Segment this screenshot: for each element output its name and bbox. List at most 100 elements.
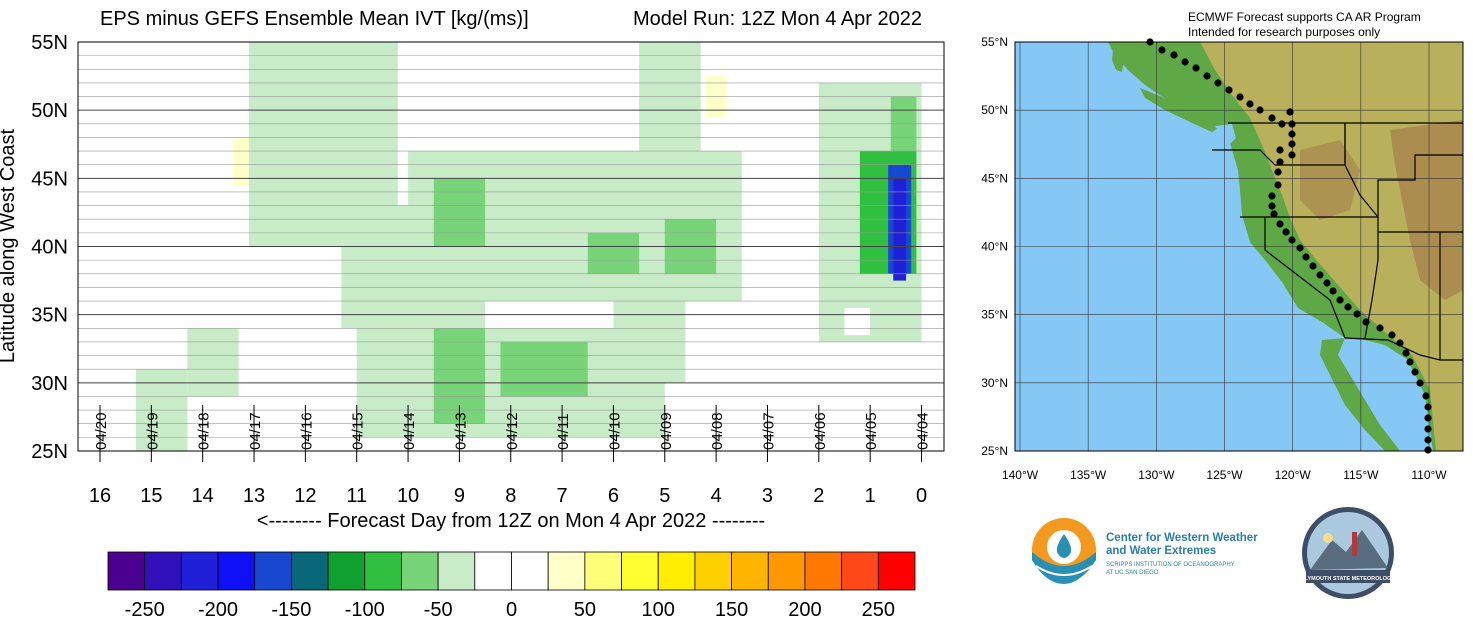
x-tick-label: 13 xyxy=(243,485,265,507)
colorbar-swatch xyxy=(511,551,549,591)
heatmap-region-12 xyxy=(639,42,701,192)
coast-point xyxy=(1268,192,1276,200)
colorbar-tick-label: 250 xyxy=(862,599,895,621)
coast-point xyxy=(1276,220,1284,228)
coast-point xyxy=(1316,271,1324,279)
heatmap-region-20 xyxy=(233,137,249,186)
heatmap-region-22 xyxy=(788,62,809,83)
date-tick-label: 04/13 xyxy=(452,412,469,450)
coast-point xyxy=(1406,358,1414,366)
x-tick-label: 8 xyxy=(505,485,516,507)
coast-point xyxy=(1158,46,1166,54)
y-tick-label: 50N xyxy=(31,100,68,122)
map-lat-label: 25°N xyxy=(981,444,1008,458)
coast-point xyxy=(1288,130,1296,138)
coast-point xyxy=(1274,181,1282,189)
x-tick-label: 12 xyxy=(294,485,316,507)
colorbar-swatch xyxy=(694,551,732,591)
psu-logo-text: PLYMOUTH STATE METEOROLOGY xyxy=(1301,576,1395,582)
x-axis-label: <-------- Forecast Day from 12Z on Mon 4… xyxy=(257,510,765,532)
puget-sound xyxy=(1215,124,1236,146)
coast-point xyxy=(1288,140,1296,148)
coast-point xyxy=(1353,310,1361,318)
coast-point xyxy=(1268,202,1276,210)
or-ca-nv-border xyxy=(1240,154,1463,218)
colorbar-swatch xyxy=(877,551,916,591)
colorbar-swatch xyxy=(144,551,182,591)
x-tick-label: 3 xyxy=(762,485,773,507)
heatmap-region-1 xyxy=(187,328,239,397)
gulf-of-california xyxy=(1338,338,1433,451)
y-tick-label: 30N xyxy=(31,373,68,395)
coast-point xyxy=(1424,425,1432,433)
colorbar-swatch xyxy=(657,551,696,591)
state-borders xyxy=(1212,122,1463,361)
coast-point xyxy=(1214,79,1222,87)
x-tick-label: 14 xyxy=(192,485,214,507)
coast-point xyxy=(1388,331,1396,339)
coast-point xyxy=(1424,414,1432,422)
psu-logo-tower xyxy=(1352,532,1357,556)
baja-peninsula xyxy=(1320,338,1400,451)
cw3e-logo-drop xyxy=(1056,534,1072,558)
colorbar-swatch xyxy=(254,551,292,591)
colorbar-swatch xyxy=(217,551,256,591)
coast-point xyxy=(1276,158,1284,166)
haida-gwaii xyxy=(1112,48,1124,72)
colorbar-tick-label: 100 xyxy=(642,599,675,621)
map-lon-label: 120°W xyxy=(1275,468,1312,482)
coast-point xyxy=(1296,244,1304,252)
cw3e-logo-water xyxy=(1032,552,1096,584)
coast-point xyxy=(1256,106,1264,114)
date-tick-label: 04/16 xyxy=(298,412,315,450)
colorbar-swatch xyxy=(107,551,146,591)
coast-point xyxy=(1282,228,1290,236)
colorbar-tick-label: -100 xyxy=(345,599,385,621)
coast-point xyxy=(1424,436,1432,444)
cw3e-name-line2: and Water Extremes xyxy=(1106,545,1216,557)
heatmap-region-21 xyxy=(844,307,871,336)
date-tick-label: 04/05 xyxy=(863,412,880,450)
colorbar-swatch xyxy=(584,551,622,591)
coast-point xyxy=(1396,339,1404,347)
date-tick-label: 04/19 xyxy=(144,412,161,450)
land-mountain xyxy=(1390,120,1463,300)
map-note-line2: Intended for research purposes only xyxy=(1188,25,1380,39)
map-lat-labels: 55°N 50°N 45°N 40°N 35°N 30°N 25°N xyxy=(981,35,1008,458)
y-axis-ticks: 55N 50N 45N 40N 35N 30N 25N xyxy=(31,32,68,463)
coast-point xyxy=(1288,151,1296,159)
colorbar-tick-label: 0 xyxy=(506,599,517,621)
map-frame xyxy=(1014,41,1464,452)
date-tick-label: 04/04 xyxy=(915,412,932,450)
x-axis-ticks: 16 15 14 13 12 11 10 9 8 7 6 5 4 3 2 1 0 xyxy=(89,451,927,507)
coast-point xyxy=(1288,120,1296,128)
map-lat-label: 55°N xyxy=(981,35,1008,49)
date-tick-label: 04/20 xyxy=(93,412,110,450)
colorbar-swatch xyxy=(804,551,843,591)
coast-point xyxy=(1302,253,1310,261)
map-lon-label: 135°W xyxy=(1070,468,1107,482)
colorbar-tick-label: -200 xyxy=(198,599,238,621)
coast-point xyxy=(1411,368,1419,376)
coast-point xyxy=(1203,72,1211,80)
colorbar-swatch xyxy=(327,551,366,591)
map-lat-label: 45°N xyxy=(981,171,1008,185)
map-lat-label: 50°N xyxy=(981,103,1008,117)
colorbar-swatch xyxy=(291,551,329,591)
y-axis-label: Latitude along West Coast xyxy=(0,128,19,363)
coast-point xyxy=(1344,303,1352,311)
coast-points xyxy=(1146,38,1432,454)
x-tick-label: 4 xyxy=(711,485,722,507)
date-tick-label: 04/15 xyxy=(350,412,367,450)
colorbar-tick-label: -250 xyxy=(125,599,165,621)
x-tick-label: 16 xyxy=(89,485,111,507)
colorbar-swatch xyxy=(841,551,879,591)
coast-point xyxy=(1274,168,1282,176)
id-border xyxy=(1344,123,1379,218)
colorbar-tick-label: 200 xyxy=(788,599,821,621)
colorbar-swatch xyxy=(621,551,659,591)
coast-point xyxy=(1225,86,1233,94)
coast-point xyxy=(1288,236,1296,244)
colorbar xyxy=(107,551,916,591)
coast-point xyxy=(1270,210,1278,218)
